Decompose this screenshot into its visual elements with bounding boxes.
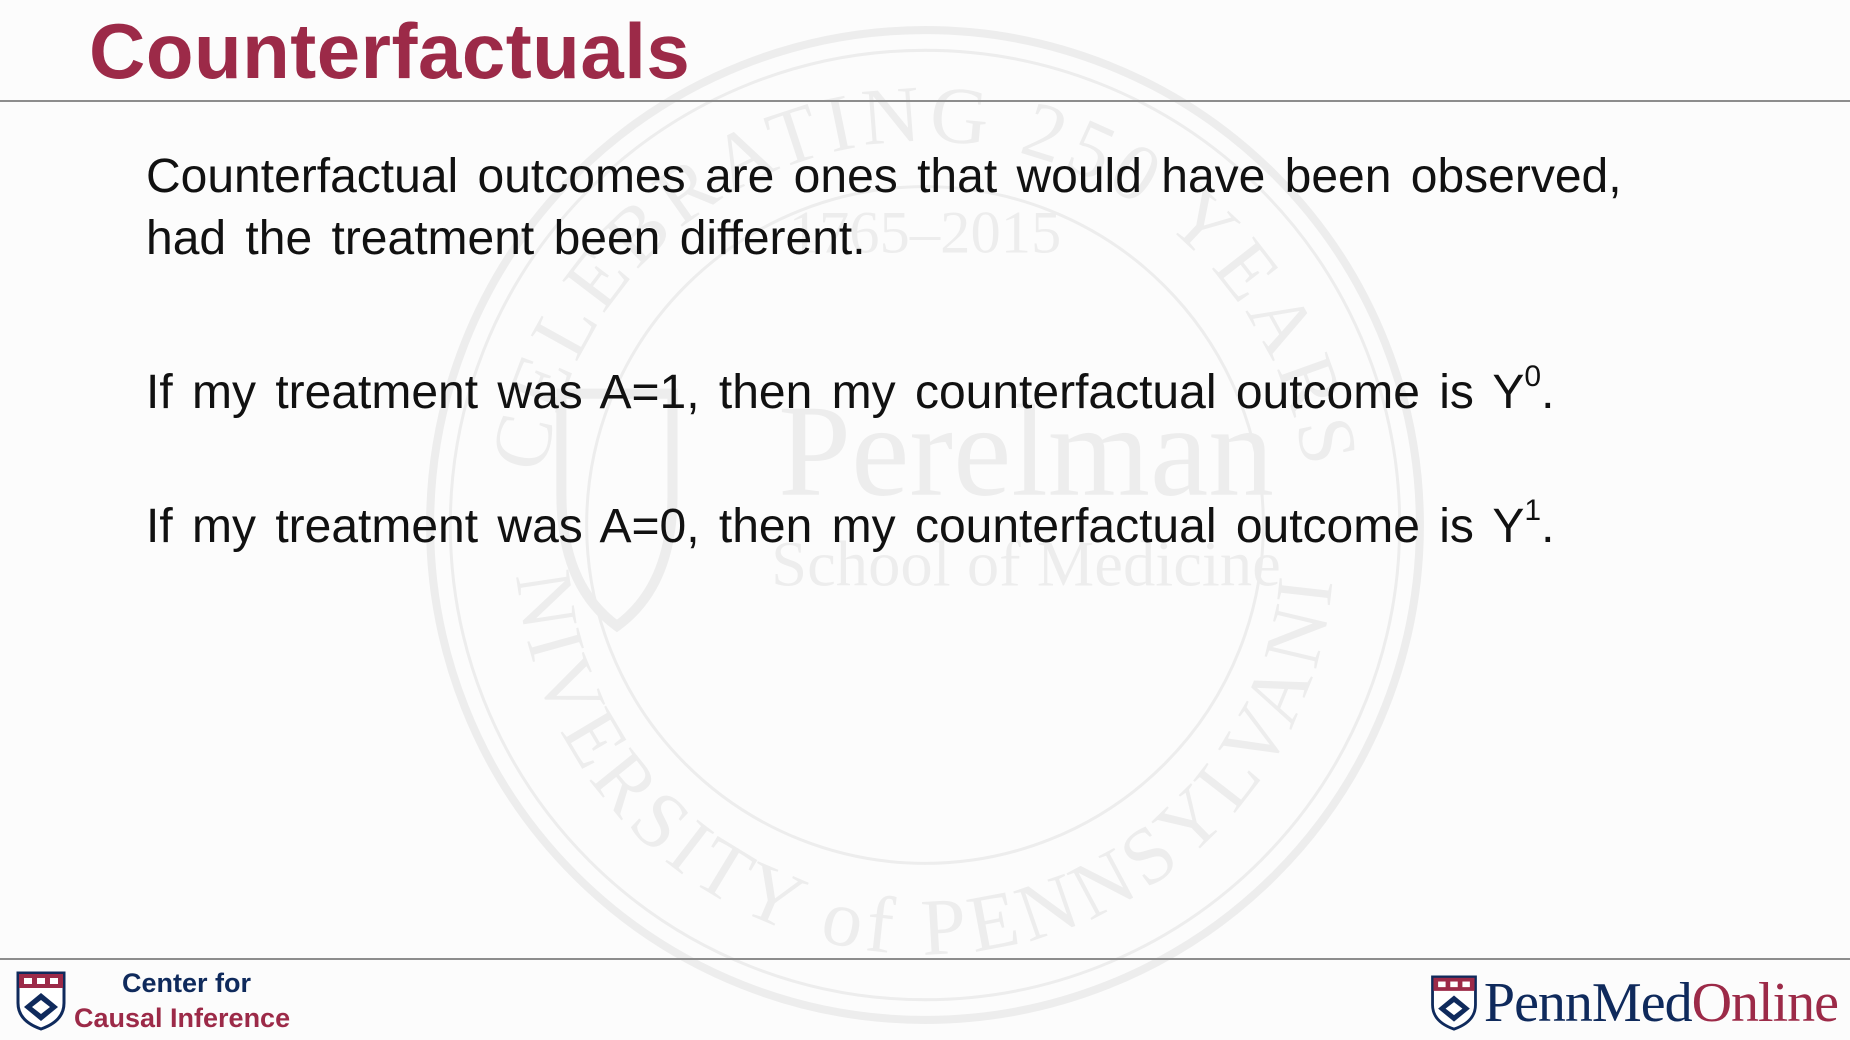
brand-med: Med bbox=[1591, 972, 1693, 1034]
brand-wordmark: PennMedOnline bbox=[1483, 972, 1839, 1034]
brand-online: Online bbox=[1691, 972, 1839, 1034]
counterfactual-statement-a1: If my treatment was A=1, then my counter… bbox=[146, 362, 1555, 422]
definition-text: Counterfactual outcomes are ones that wo… bbox=[146, 150, 1622, 265]
statement-a1-end: . bbox=[1541, 366, 1555, 419]
penn-shield-icon bbox=[16, 971, 66, 1031]
footer-left-line1: Center for bbox=[122, 968, 252, 998]
brand-penn: Penn bbox=[1483, 972, 1593, 1034]
title-divider bbox=[0, 100, 1850, 102]
slide-title: Counterfactuals bbox=[89, 7, 691, 95]
statement-a1-text: If my treatment was A=1, then my counter… bbox=[146, 366, 1525, 419]
penn-shield-icon bbox=[1431, 975, 1477, 1031]
pennmedonline-logo: PennMedOnline bbox=[1430, 972, 1839, 1034]
center-for-causal-inference-logo: Center for Causal Inference bbox=[16, 966, 290, 1036]
footer-divider bbox=[0, 958, 1850, 960]
statement-a0-superscript: 1 bbox=[1524, 494, 1542, 527]
footer-left-line2: Causal Inference bbox=[74, 1003, 291, 1033]
statement-a0-end: . bbox=[1541, 500, 1555, 553]
statement-a0-text: If my treatment was A=0, then my counter… bbox=[146, 500, 1525, 553]
statement-a1-superscript: 0 bbox=[1524, 360, 1542, 393]
counterfactual-statement-a0: If my treatment was A=0, then my counter… bbox=[146, 496, 1555, 556]
